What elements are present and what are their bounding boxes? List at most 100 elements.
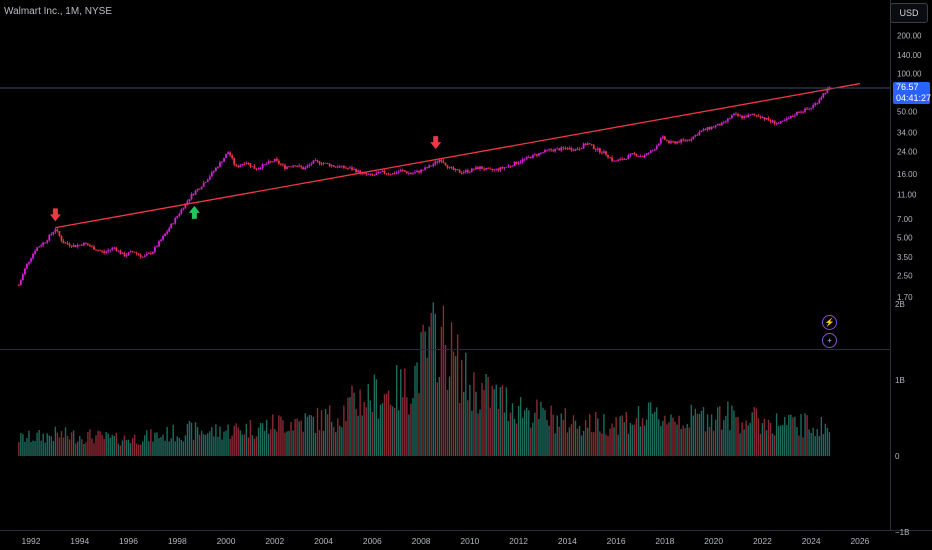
candle-body <box>217 167 219 168</box>
candle-body <box>739 115 741 117</box>
volume-bar <box>166 427 168 456</box>
volume-bar <box>607 435 609 456</box>
candle-body <box>783 120 786 122</box>
volume-bar <box>318 430 321 456</box>
candle-body <box>576 148 579 150</box>
volume-bar <box>523 410 526 456</box>
candle-body <box>263 163 266 165</box>
candle-body <box>574 148 577 151</box>
candle-body <box>62 240 65 244</box>
volume-bar <box>349 397 351 456</box>
candle-body <box>326 162 329 164</box>
volume-bar <box>402 397 404 456</box>
volume-bar <box>97 430 99 456</box>
candle-body <box>275 158 278 161</box>
candle-body <box>659 138 662 144</box>
candle-body <box>600 152 603 154</box>
candle-body <box>214 167 217 171</box>
candle-body <box>728 118 731 119</box>
candle-body <box>377 171 380 174</box>
candle-body <box>548 149 550 151</box>
volume-bar <box>180 439 183 456</box>
volume-bar <box>107 433 109 456</box>
candle-body <box>135 252 138 254</box>
volume-bar <box>786 425 788 456</box>
volume-bar <box>822 434 825 456</box>
volume-bar <box>745 420 747 456</box>
candle-body <box>777 123 780 124</box>
volume-bar <box>517 406 520 456</box>
volume-bar <box>414 365 416 456</box>
candle-body <box>160 239 162 242</box>
plus-icon[interactable]: + <box>822 333 837 348</box>
volume-bar <box>253 438 256 456</box>
markers <box>49 136 442 222</box>
candle-body <box>210 172 213 177</box>
candle-body <box>174 217 177 224</box>
volume-bar <box>79 436 81 456</box>
candle-body <box>582 143 585 149</box>
volume-bar <box>747 425 749 456</box>
candle-body <box>440 159 443 162</box>
candle-body <box>558 148 561 151</box>
volume-bar <box>503 412 506 456</box>
volume-bar <box>757 418 760 456</box>
candle-body <box>688 139 691 141</box>
candle-body <box>89 245 91 247</box>
candle-body <box>692 136 695 140</box>
volume-bar <box>550 405 552 456</box>
volume-bar <box>452 351 455 456</box>
volume-bar <box>495 384 497 456</box>
volume-bar <box>286 431 288 456</box>
candle-body <box>802 111 804 113</box>
volume-bar <box>142 441 144 456</box>
volume-bar <box>643 425 646 456</box>
candle-body <box>97 250 99 252</box>
candle-body <box>466 170 469 173</box>
candle-body <box>773 120 776 124</box>
volume-bar <box>526 407 528 456</box>
volume-bar <box>196 427 199 456</box>
candle-body <box>686 139 689 141</box>
volume-bar <box>188 420 191 456</box>
candle-body <box>371 173 374 176</box>
volume-bar <box>381 403 384 456</box>
volume-bar <box>170 438 172 456</box>
candle-body <box>186 201 189 204</box>
volume-bar <box>651 413 654 456</box>
candle-body <box>164 233 166 237</box>
candle-body <box>718 123 721 126</box>
candle-body <box>588 143 591 145</box>
candle-body <box>464 170 467 173</box>
candle-body <box>503 167 506 169</box>
candle-body <box>432 164 435 167</box>
currency-button[interactable]: USD <box>890 3 928 23</box>
candle-body <box>568 147 571 150</box>
volume-bar <box>123 435 126 456</box>
candle-body <box>497 168 500 171</box>
volume-bar <box>733 410 735 456</box>
volume-bar <box>363 401 365 456</box>
volume-bar <box>229 438 231 456</box>
volume-bar <box>536 399 538 456</box>
volume-bar <box>702 407 705 456</box>
volume-bar <box>30 442 32 456</box>
volume-bar <box>708 426 711 456</box>
volume-bar <box>729 430 731 456</box>
candle-body <box>170 223 173 229</box>
candle-body <box>298 165 301 167</box>
volume-bar <box>263 430 266 456</box>
candle-body <box>647 153 650 154</box>
candle-body <box>324 162 327 164</box>
lightning-icon[interactable]: ⚡ <box>822 315 837 330</box>
candle-body <box>586 143 589 145</box>
volume-bar <box>140 444 142 456</box>
candle-body <box>655 145 658 150</box>
volume-bar <box>339 425 341 456</box>
volume-bar <box>784 417 786 456</box>
volume-bar <box>554 433 556 456</box>
volume-bar <box>396 365 398 456</box>
candle-body <box>255 169 258 170</box>
candle-body <box>798 111 800 113</box>
